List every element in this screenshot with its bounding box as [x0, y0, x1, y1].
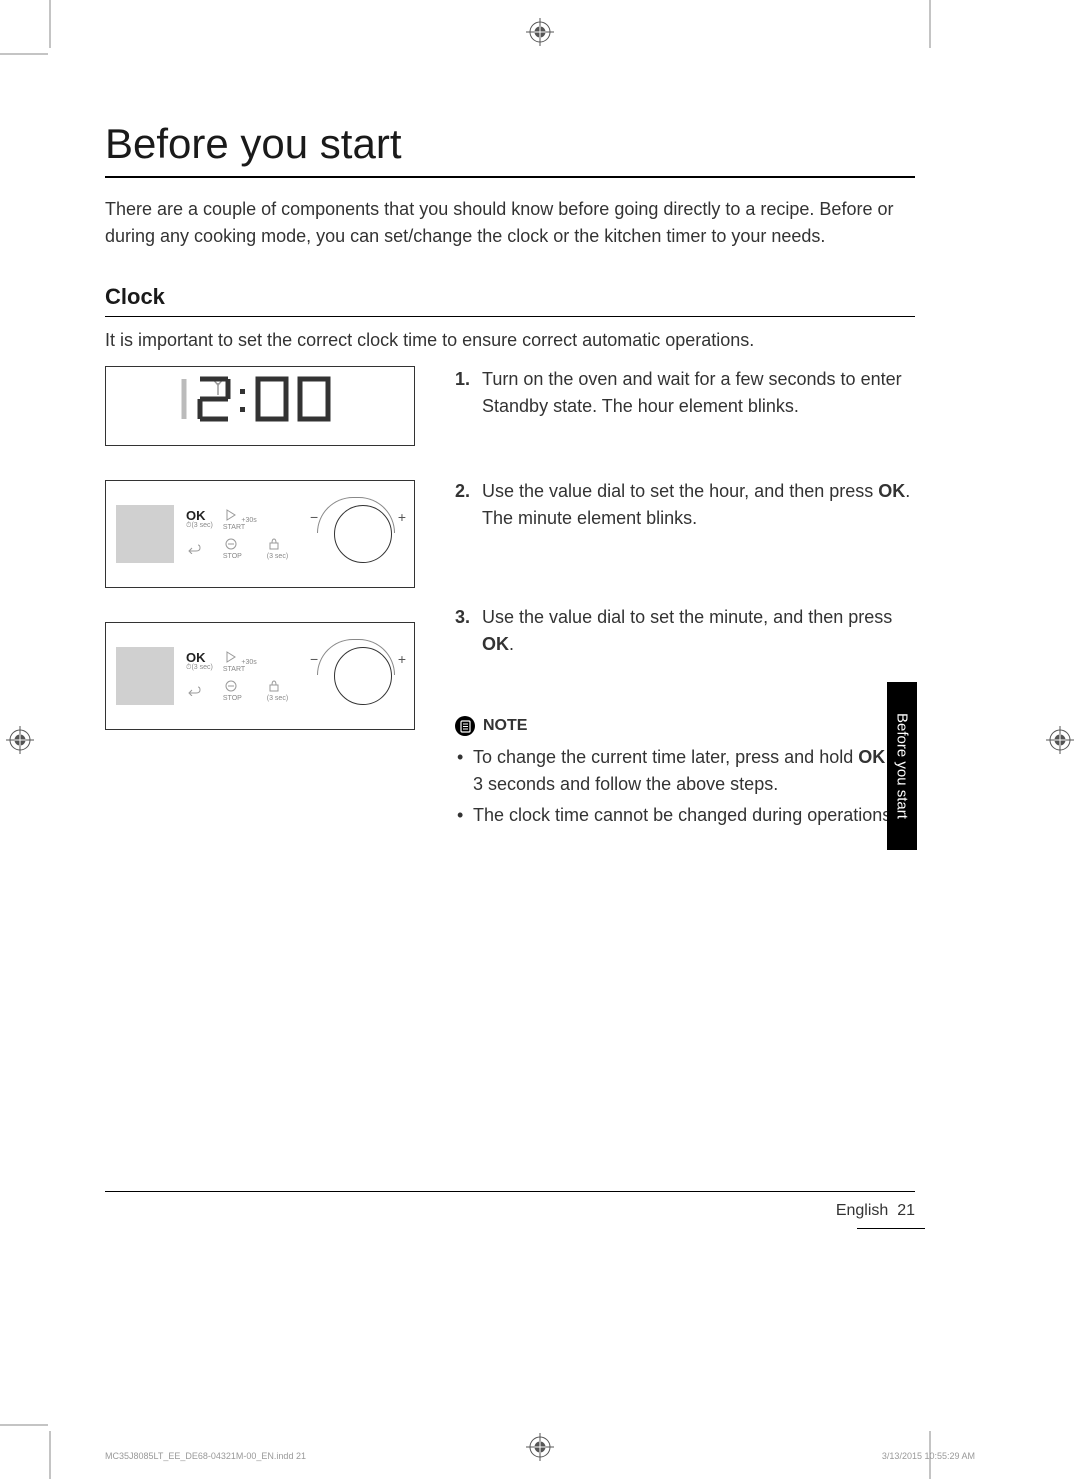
control-panel-figure: OK ⏱(3 sec) +30s START STOP [105, 480, 415, 588]
registration-mark-icon [526, 18, 554, 46]
dial-plus: + [398, 509, 406, 525]
crop-mark-icon [0, 1415, 56, 1435]
step-number: 1. [455, 366, 470, 420]
page-footer: English 21 [105, 1191, 915, 1220]
page-content: Before you start There are a couple of c… [105, 120, 915, 1220]
ok-sub-label: (3 sec) [191, 522, 212, 529]
footer-page-number: 21 [897, 1202, 915, 1219]
step-text: Use the value dial to set the minute, an… [482, 604, 915, 658]
note-item: The clock time cannot be changed during … [455, 802, 915, 829]
ok-sub-label: (3 sec) [191, 664, 212, 671]
crop-mark-icon [0, 44, 56, 64]
start-label: START [223, 524, 257, 531]
note-block: NOTE To change the current time later, p… [455, 716, 915, 829]
start-icon [223, 650, 239, 664]
stop-label: STOP [223, 553, 257, 560]
value-dial: − + [314, 499, 404, 569]
stop-label: STOP [223, 695, 257, 702]
step-number: 2. [455, 478, 470, 532]
step-text: Turn on the oven and wait for a few seco… [482, 366, 915, 420]
content-row: OK ⏱(3 sec) +30s START STOP [105, 366, 915, 833]
step-item: 2. Use the value dial to set the hour, a… [455, 478, 915, 532]
button-grid: OK ⏱(3 sec) +30s START STOP [186, 650, 288, 702]
display-placeholder [116, 505, 174, 563]
start-icon [223, 508, 239, 522]
lock-icon [267, 679, 281, 693]
dial-minus: − [310, 509, 318, 525]
intro-text: There are a couple of components that yo… [105, 196, 915, 250]
value-dial: − + [314, 641, 404, 711]
step-number: 3. [455, 604, 470, 658]
stop-icon [223, 537, 239, 551]
note-header: NOTE [455, 716, 915, 736]
lock-sub: (3 sec) [267, 695, 288, 702]
page-title: Before you start [105, 120, 915, 178]
note-icon [455, 716, 475, 736]
step-text: Use the value dial to set the hour, and … [482, 478, 915, 532]
footer-language: English [836, 1202, 888, 1219]
back-icon [186, 542, 202, 554]
note-item: To change the current time later, press … [455, 744, 915, 798]
step-item: 3. Use the value dial to set the minute,… [455, 604, 915, 658]
ok-button-label: OK [186, 651, 213, 664]
section-title: Clock [105, 284, 915, 317]
imprint: MC35J8085LT_EE_DE68-04321M-00_EN.indd 21… [105, 1451, 975, 1461]
imprint-date: 3/13/2015 10:55:29 AM [882, 1451, 975, 1461]
side-tab: Before you start [887, 682, 917, 850]
ok-button-label: OK [186, 509, 213, 522]
imprint-file: MC35J8085LT_EE_DE68-04321M-00_EN.indd 21 [105, 1451, 306, 1461]
start-sub: +30s [241, 517, 256, 524]
stop-icon [223, 679, 239, 693]
clock-display-figure [105, 366, 415, 446]
registration-mark-icon [1046, 726, 1074, 754]
crop-mark-icon [920, 0, 940, 56]
step-item: 1. Turn on the oven and wait for a few s… [455, 366, 915, 420]
registration-mark-icon [6, 726, 34, 754]
figures-column: OK ⏱(3 sec) +30s START STOP [105, 366, 415, 833]
clock-digits [160, 371, 360, 441]
back-icon [186, 684, 202, 696]
button-grid: OK ⏱(3 sec) +30s START STOP [186, 508, 288, 560]
lock-sub: (3 sec) [267, 553, 288, 560]
lock-icon [267, 537, 281, 551]
start-sub: +30s [241, 659, 256, 666]
control-panel-figure: OK ⏱(3 sec) +30s START STOP [105, 622, 415, 730]
display-placeholder [116, 647, 174, 705]
steps-column: 1. Turn on the oven and wait for a few s… [455, 366, 915, 833]
note-title: NOTE [483, 717, 527, 735]
start-label: START [223, 666, 257, 673]
note-list: To change the current time later, press … [455, 744, 915, 829]
footer-accent-line [857, 1228, 925, 1229]
dial-minus: − [310, 651, 318, 667]
section-intro: It is important to set the correct clock… [105, 327, 915, 354]
dial-plus: + [398, 651, 406, 667]
